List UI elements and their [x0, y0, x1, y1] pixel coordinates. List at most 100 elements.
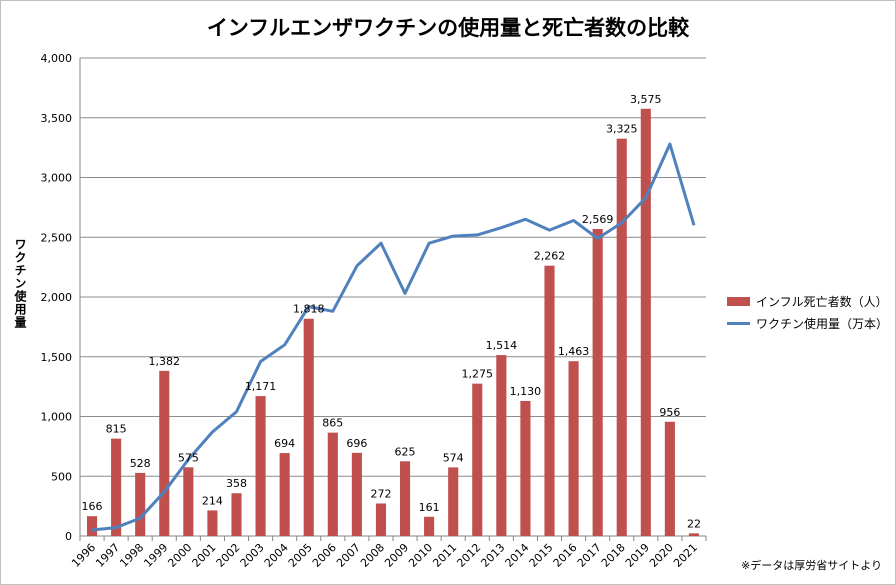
y-tick-label: 4,000 [41, 52, 73, 65]
bar-2012 [472, 383, 483, 536]
bar-2008 [375, 503, 387, 536]
y-tick-label: 2,000 [41, 291, 73, 304]
bar-2013 [496, 355, 507, 536]
bar-label-2014: 1,130 [510, 385, 542, 398]
y-tick-label: 3,000 [41, 172, 73, 185]
x-tick-label: 2009 [382, 541, 411, 570]
bar-2005 [303, 318, 314, 536]
x-tick-label: 1997 [93, 541, 122, 570]
x-tick-label: 1998 [117, 541, 146, 570]
bar-2017 [592, 229, 603, 536]
x-tick-label: 2020 [647, 541, 676, 570]
y-tick-label: 500 [51, 470, 72, 483]
x-tick-label: 2006 [310, 541, 339, 570]
y-tick-label: 1,500 [41, 351, 73, 364]
bar-label-2015: 2,262 [534, 250, 566, 263]
source-note: ※データは厚労省サイトより [741, 559, 882, 572]
bar-label-1999: 1,382 [149, 355, 181, 368]
x-tick-label: 2002 [214, 541, 243, 570]
bar-2007 [351, 452, 362, 536]
bar-label-2010: 161 [419, 501, 440, 514]
x-tick-label: 2016 [551, 541, 580, 570]
bar-2001 [207, 510, 218, 536]
bar-2018 [616, 138, 627, 536]
bar-label-2005: 1,818 [293, 303, 325, 316]
y-tick-label: 0 [65, 530, 72, 543]
x-tick-label: 1999 [141, 541, 170, 570]
bar-label-2003: 1,171 [245, 380, 277, 393]
x-tick-label: 2015 [527, 541, 556, 570]
bar-label-2000: 575 [178, 451, 199, 464]
bar-label-2001: 214 [202, 494, 223, 507]
bar-2021 [688, 533, 700, 536]
y-axis-label: ワクチン使用量 [13, 238, 27, 329]
x-tick-label: 2014 [503, 541, 532, 570]
bar-label-1997: 815 [106, 423, 127, 436]
bar-label-2011: 574 [443, 451, 464, 464]
y-tick-label: 3,500 [41, 112, 73, 125]
bar-label-1996: 166 [82, 500, 103, 513]
x-tick-label: 2001 [190, 541, 219, 570]
bar-label-1998: 528 [130, 457, 151, 470]
x-tick-label: 2007 [334, 541, 363, 570]
bar-label-2018: 3,325 [606, 123, 638, 136]
y-tick-label: 2,500 [41, 231, 73, 244]
x-tick-label: 2000 [165, 541, 194, 570]
bar-label-2013: 1,514 [486, 339, 518, 352]
x-tick-label: 2019 [623, 541, 652, 570]
legend-label-deaths: インフル死亡者数（人） [756, 294, 888, 309]
legend-label-vaccine: ワクチン使用量（万本） [756, 316, 889, 331]
x-tick-label: 2003 [238, 541, 267, 570]
x-tick-label: 2013 [478, 541, 507, 570]
bar-label-2006: 865 [322, 417, 343, 430]
bar-label-2012: 1,275 [462, 368, 494, 381]
bar-1998 [135, 472, 146, 536]
x-tick-label: 2021 [671, 541, 700, 570]
legend-item-vaccine: ワクチン使用量（万本） [727, 312, 888, 334]
x-tick-label: 2012 [454, 541, 483, 570]
bar-1997 [111, 438, 122, 536]
bar-2002 [231, 493, 242, 536]
legend: インフル死亡者数（人） ワクチン使用量（万本） [727, 290, 888, 334]
vaccine-line [91, 142, 696, 532]
bar-1996 [86, 516, 98, 536]
x-tick-label: 2008 [358, 541, 387, 570]
bar-2006 [327, 432, 338, 536]
bar-2010 [424, 516, 435, 536]
bar-label-2004: 694 [274, 437, 295, 450]
bar-2000 [183, 467, 194, 536]
y-tick-label: 1,000 [41, 411, 73, 424]
legend-swatch-line [727, 321, 750, 325]
bar-label-2007: 696 [346, 437, 367, 450]
x-tick-label: 2004 [262, 541, 291, 570]
x-tick-label: 2018 [599, 541, 628, 570]
bar-label-2016: 1,463 [558, 345, 590, 358]
legend-swatch-bar [727, 296, 750, 306]
bar-label-2008: 272 [370, 487, 391, 500]
bar-2014 [520, 400, 531, 536]
x-tick-label: 2005 [286, 541, 315, 570]
x-tick-label: 1996 [69, 541, 98, 570]
bar-1999 [159, 370, 170, 536]
bar-2003 [255, 396, 266, 536]
bar-2011 [448, 467, 459, 536]
bar-label-2019: 3,575 [630, 93, 662, 106]
legend-item-deaths: インフル死亡者数（人） [727, 290, 888, 312]
bar-2016 [568, 361, 579, 536]
bar-2020 [664, 421, 675, 536]
bar-label-2002: 358 [226, 477, 247, 490]
bar-2019 [640, 108, 651, 536]
x-tick-label: 2011 [430, 541, 459, 570]
bar-2004 [279, 453, 290, 536]
bar-label-2020: 956 [659, 406, 680, 419]
bar-2015 [544, 265, 555, 536]
x-tick-label: 2017 [575, 541, 604, 570]
bar-2009 [399, 461, 411, 536]
bar-label-2021: 22 [687, 517, 701, 530]
bar-label-2017: 2,569 [582, 213, 614, 226]
chart-title: インフルエンザワクチンの使用量と死亡者数の比較 [206, 16, 690, 40]
bar-label-2009: 625 [395, 445, 416, 458]
x-tick-label: 2010 [406, 541, 435, 570]
